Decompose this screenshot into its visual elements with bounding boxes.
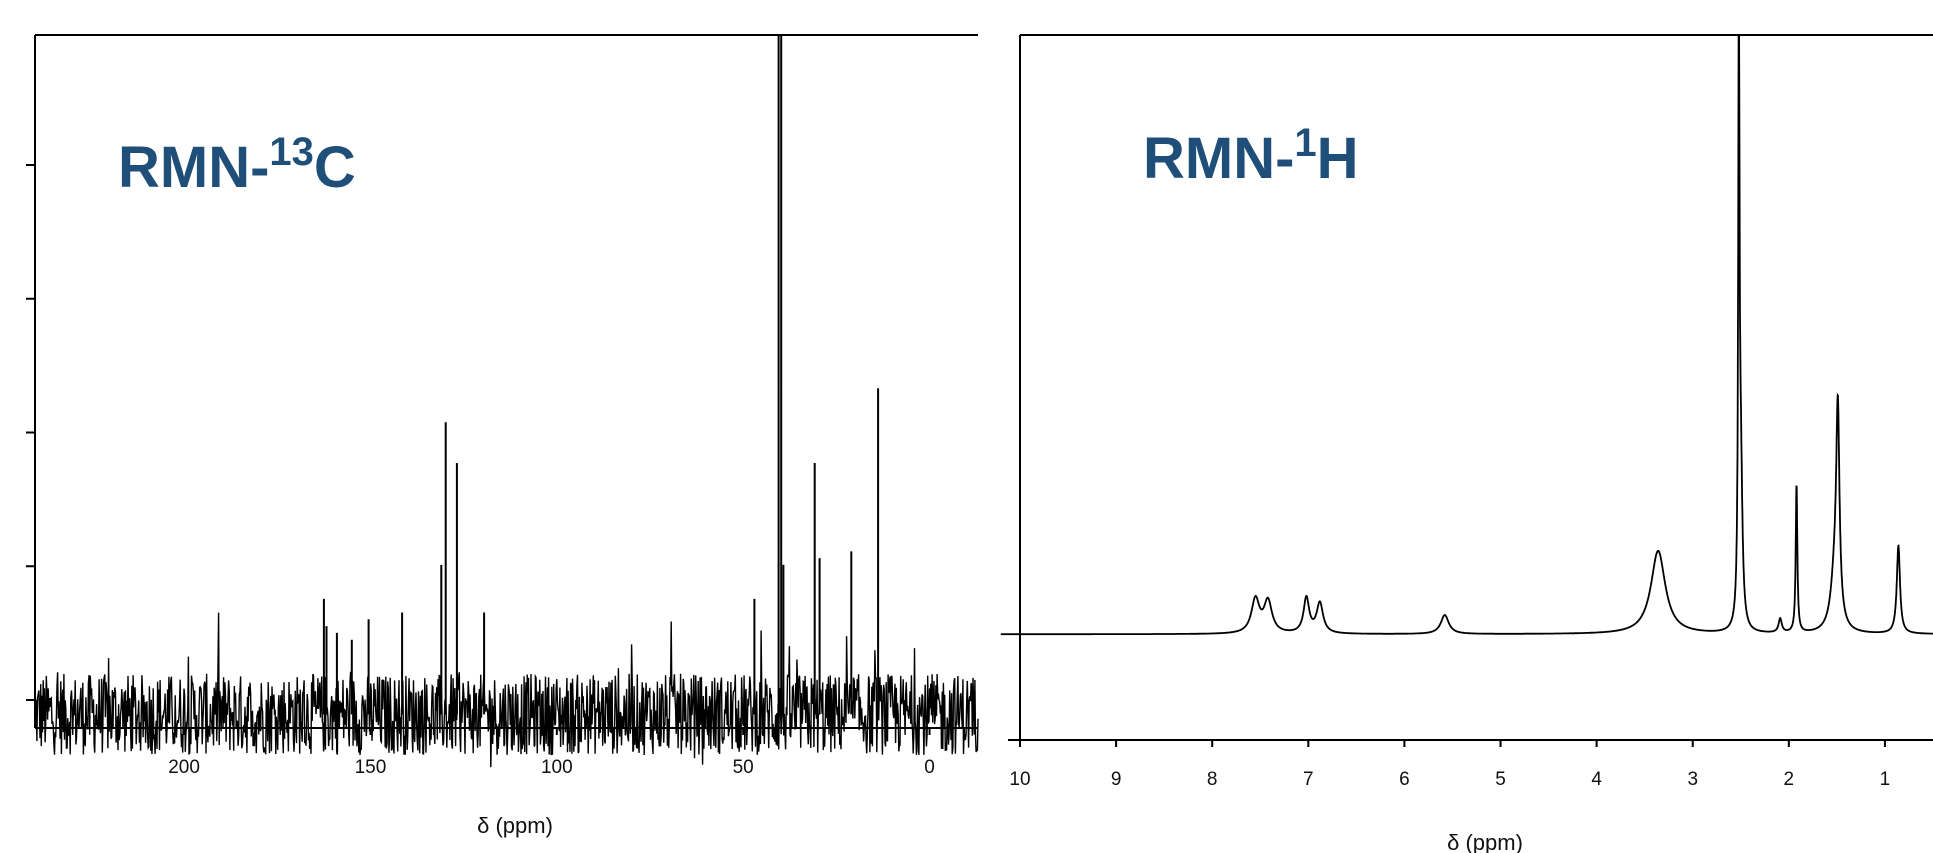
h1-title-text: RMN- xyxy=(1143,126,1294,191)
c13-spectrum-trace xyxy=(34,612,979,768)
h1-title-superscript: 1 xyxy=(1294,121,1316,165)
c13-peak-lines xyxy=(322,36,880,715)
c13-x-ticks: 200 150 100 50 0 xyxy=(168,728,935,778)
h1-x-tick-label: 8 xyxy=(1207,769,1218,790)
c13-spectrum-panel: 200 150 100 50 0 RMN-13C δ (ppm) xyxy=(26,34,979,838)
h1-x-tick-label: 4 xyxy=(1591,769,1602,790)
c13-x-tick-label: 0 xyxy=(924,757,935,778)
c13-x-tick-label: 150 xyxy=(355,757,387,778)
c13-y-ticks xyxy=(26,164,35,701)
h1-x-tick-label: 7 xyxy=(1303,769,1314,790)
c13-x-axis-label: δ (ppm) xyxy=(477,813,553,838)
c13-title-suffix: C xyxy=(314,135,356,200)
h1-x-tick-label: 10 xyxy=(1009,769,1030,790)
h1-x-tick-label: 5 xyxy=(1495,769,1506,790)
c13-x-tick-label: 100 xyxy=(541,757,573,778)
c13-x-tick-label: 50 xyxy=(733,757,754,778)
c13-title-superscript: 13 xyxy=(269,130,314,174)
h1-x-tick-label: 6 xyxy=(1399,769,1410,790)
h1-spectrum-trace xyxy=(1000,35,1933,636)
h1-x-axis-label: δ (ppm) xyxy=(1447,830,1523,853)
h1-title-suffix: H xyxy=(1317,126,1359,191)
h1-x-tick-label: 9 xyxy=(1111,769,1122,790)
h1-x-ticks: 10 9 8 7 6 5 4 3 2 1 xyxy=(1009,740,1890,790)
c13-x-tick-label: 200 xyxy=(168,757,200,778)
h1-spectrum-panel: 10 9 8 7 6 5 4 3 2 1 RMN-1H δ (ppm) xyxy=(1000,34,1933,853)
c13-title-text: RMN- xyxy=(118,135,269,200)
h1-title: RMN-1H xyxy=(1143,121,1359,191)
h1-x-tick-label: 2 xyxy=(1784,769,1795,790)
h1-x-tick-label: 1 xyxy=(1880,769,1891,790)
c13-title: RMN-13C xyxy=(118,130,356,200)
h1-x-tick-label: 3 xyxy=(1687,769,1698,790)
